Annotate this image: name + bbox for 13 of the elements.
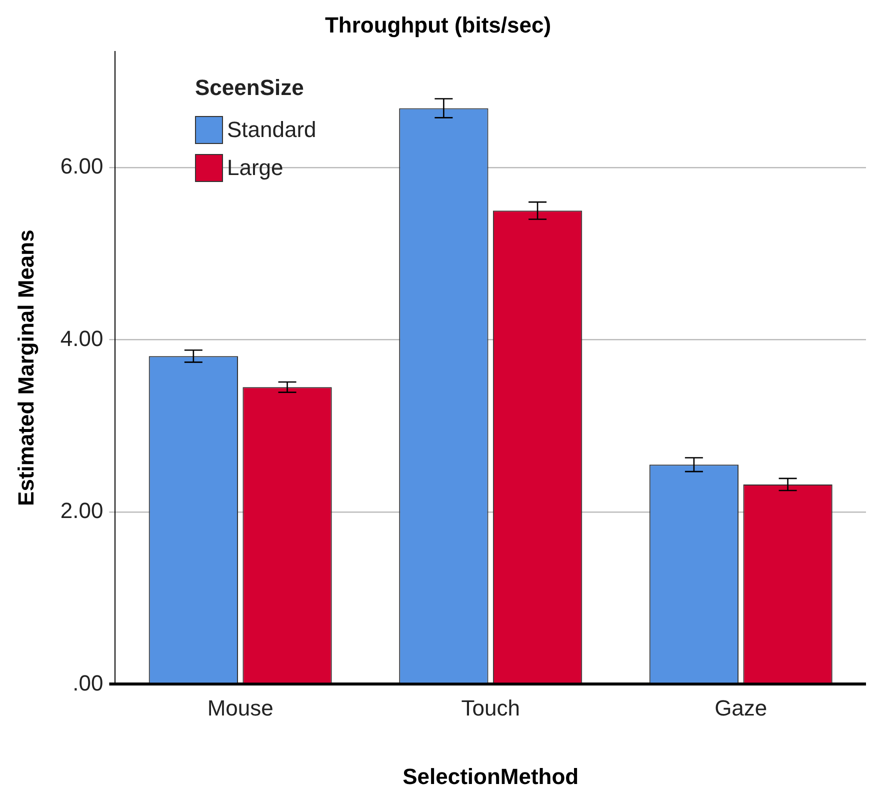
x-tick-label: Touch bbox=[461, 695, 520, 720]
y-tick-label: 4.00 bbox=[60, 326, 104, 351]
y-tick-label: .00 bbox=[72, 670, 104, 696]
x-tick-label: Gaze bbox=[714, 695, 768, 720]
x-axis-title: SelectionMethod bbox=[402, 764, 579, 789]
chart-title: Throughput (bits/sec) bbox=[324, 12, 552, 38]
legend-title: SceenSize bbox=[195, 75, 305, 101]
y-tick-label: 2.00 bbox=[60, 498, 104, 524]
y-tick-label: 6.00 bbox=[60, 154, 104, 179]
legend-label: Large bbox=[227, 155, 284, 181]
y-axis-title: Estimated Marginal Means bbox=[13, 230, 38, 506]
legend-label: Standard bbox=[227, 117, 316, 143]
x-tick-label: Mouse bbox=[207, 695, 274, 720]
